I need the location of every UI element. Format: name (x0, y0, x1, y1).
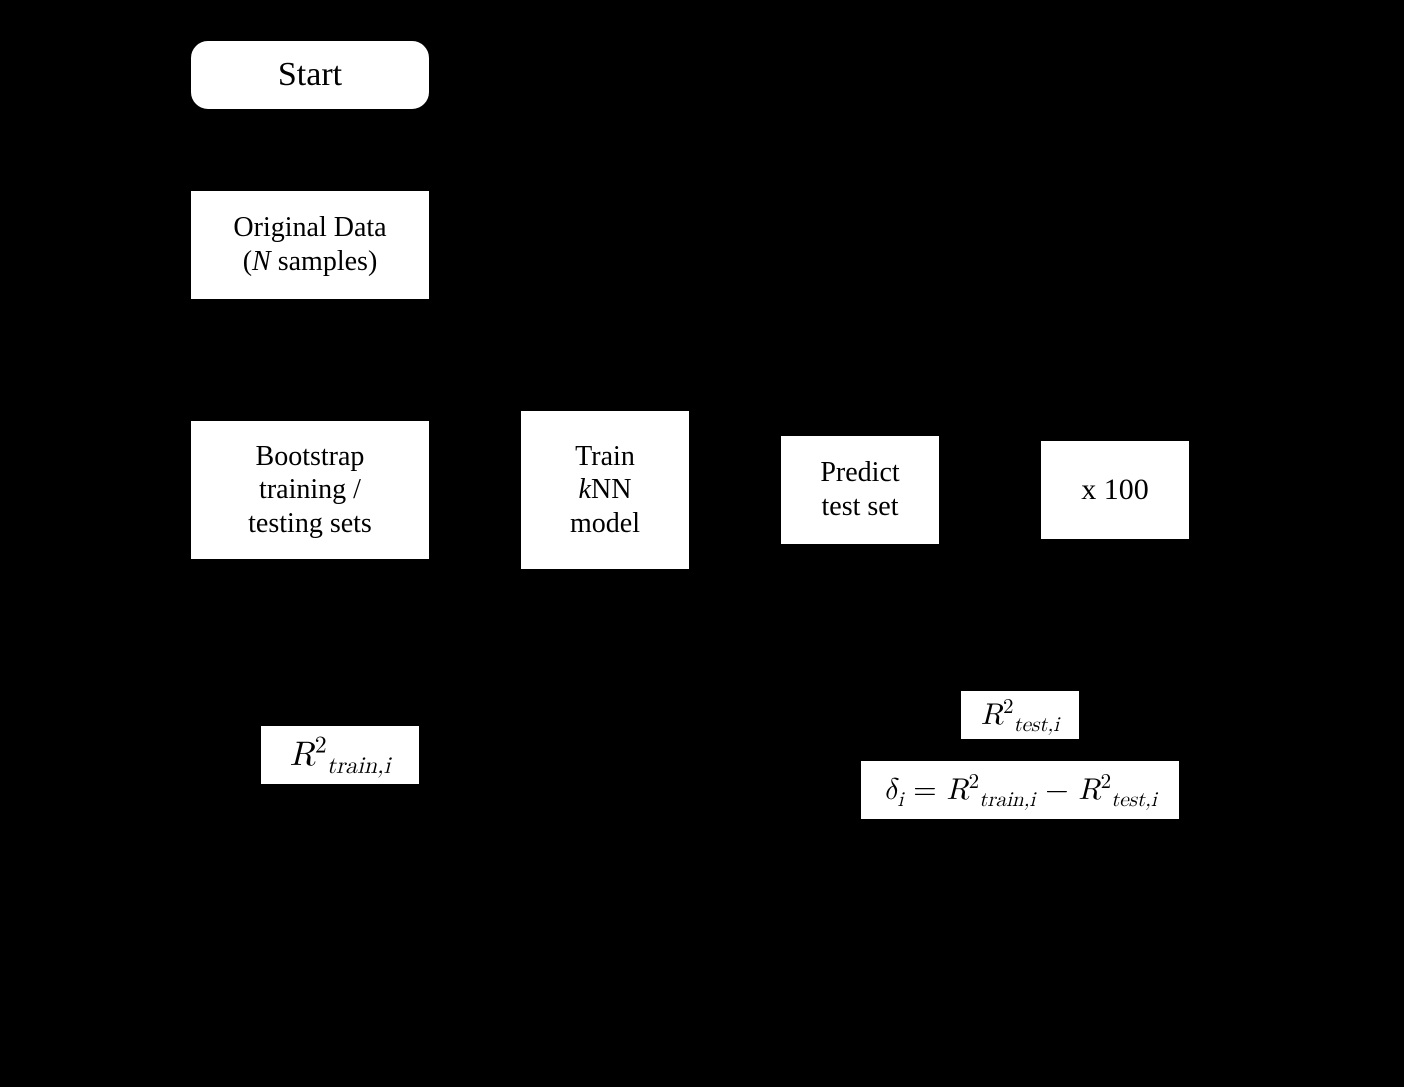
label-and: and (1090, 698, 1150, 728)
node-predict: Predicttest set (780, 435, 940, 545)
node-bootstrap-label: Bootstraptraining /testing sets (248, 440, 372, 541)
formula-delta: δi = R2train,i − R2test,i (860, 760, 1180, 820)
node-train-knn: TrainkNNmodel (520, 410, 690, 570)
label-compute: Compute (1060, 604, 1200, 634)
formula-r2-train: R2train,i (260, 725, 420, 785)
node-x100: x 100 (1040, 440, 1190, 540)
node-x100-label: x 100 (1081, 472, 1149, 508)
node-start: Start (190, 40, 430, 110)
node-original-data: Original Data(N samples) (190, 190, 430, 300)
label-compute-text: Compute (1082, 603, 1177, 634)
node-train-knn-label: TrainkNNmodel (570, 440, 640, 541)
node-predict-label: Predicttest set (820, 456, 899, 523)
label-bootstrap-train-i-text: bootstrap train set i (168, 697, 371, 728)
node-original-data-label: Original Data(N samples) (233, 211, 386, 278)
formula-r2-train-text: R2train,i (290, 735, 391, 776)
label-and-text: and (1101, 697, 1139, 728)
label-get-text: Get: (208, 737, 253, 768)
label-get: Get: (208, 738, 268, 768)
node-start-label: Start (278, 55, 342, 96)
label-bootstrap-train-i: bootstrap train set i (168, 698, 428, 728)
node-bootstrap: Bootstraptraining /testing sets (190, 420, 430, 560)
formula-r2-test: R2test,i (960, 690, 1080, 740)
diagram-stage: Start Original Data(N samples) Bootstrap… (0, 0, 1404, 1087)
formula-r2-test-text: R2test,i (981, 697, 1059, 733)
formula-delta-text: δi = R2train,i − R2test,i (883, 772, 1157, 808)
